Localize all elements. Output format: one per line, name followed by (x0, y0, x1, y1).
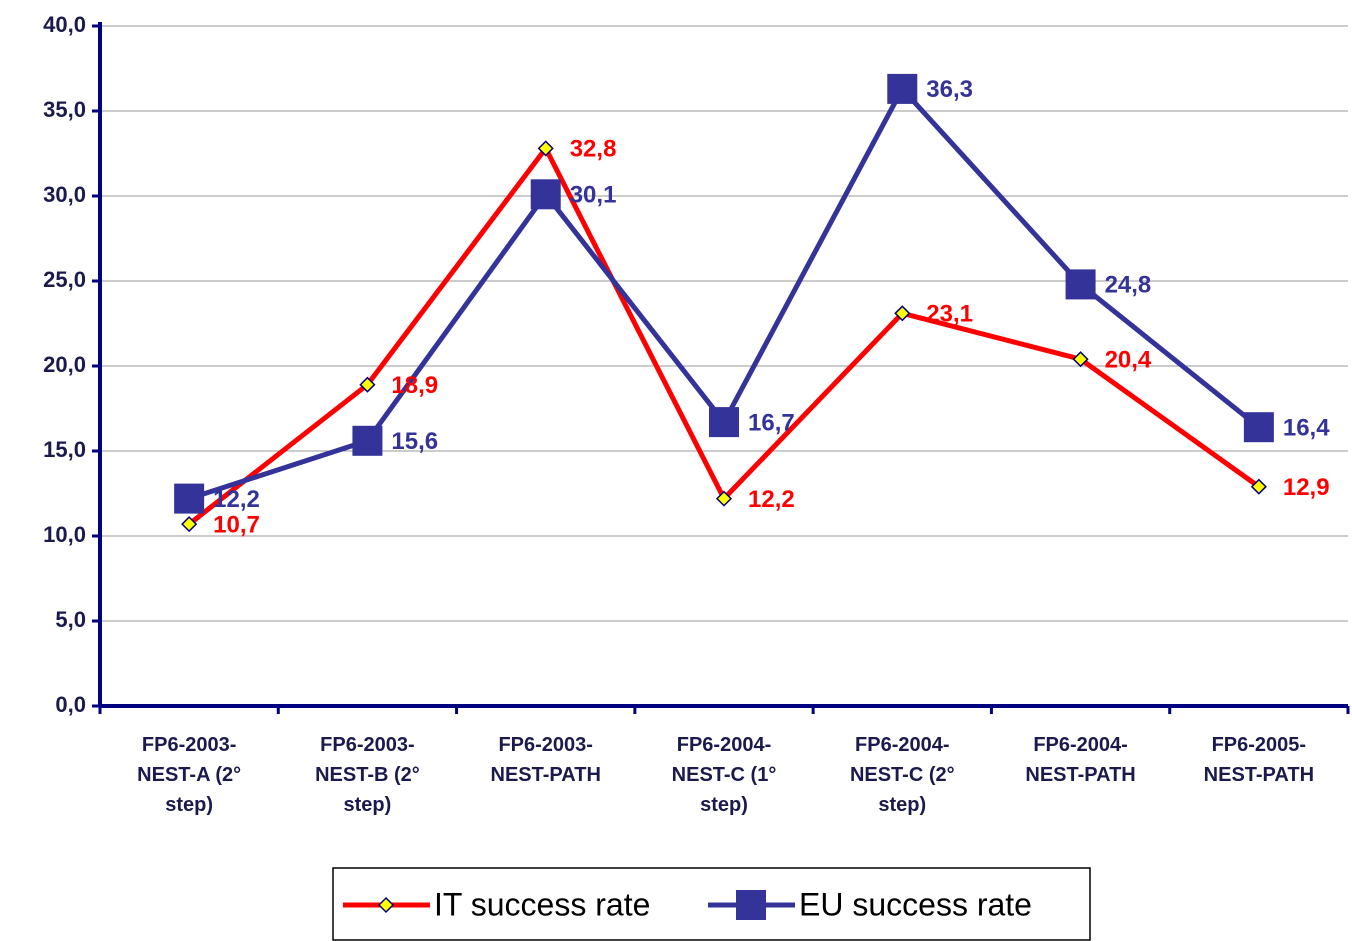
x-tick-label: FP6-2004- NEST-PATH (1025, 734, 1136, 786)
x-tick-label: FP6-2005- NEST-PATH (1203, 734, 1315, 786)
marker (887, 73, 918, 104)
legend-marker (736, 890, 766, 920)
x-tick-label: FP6-2004- NEST-C (2° step) (849, 734, 955, 816)
data-label: 12,2 (213, 486, 260, 513)
series-line (188, 86, 1261, 501)
data-label: 20,4 (1105, 347, 1152, 374)
data-label: 23,1 (926, 301, 973, 328)
marker (174, 483, 205, 514)
y-tick-label: 15,0 (43, 437, 86, 462)
series-line (187, 145, 1261, 527)
y-tick-label: 10,0 (43, 522, 86, 547)
y-tick-label: 35,0 (43, 97, 86, 122)
y-tick-label: 25,0 (43, 267, 86, 292)
y-tick-label: 0,0 (55, 692, 86, 717)
x-tick-label: FP6-2003- NEST-PATH (490, 734, 601, 786)
data-label: 30,1 (570, 182, 617, 209)
marker (537, 140, 554, 157)
y-tick-label: 20,0 (43, 352, 86, 377)
x-tick-label: FP6-2004- NEST-C (1° step) (671, 734, 777, 816)
data-label: 18,9 (391, 372, 438, 399)
data-label: 12,9 (1283, 474, 1330, 501)
data-label: 16,4 (1283, 415, 1330, 442)
data-label: 16,7 (748, 409, 795, 436)
marker (715, 490, 733, 507)
marker (1072, 351, 1089, 368)
y-tick-label: 30,0 (43, 182, 86, 207)
data-label: 36,3 (926, 76, 973, 103)
x-tick-label: FP6-2003- NEST-B (2° step) (315, 734, 420, 816)
y-tick-label: 5,0 (55, 607, 86, 632)
data-label: 32,8 (570, 136, 617, 163)
legend-label: IT success rate (434, 886, 650, 922)
marker (352, 425, 383, 456)
marker (1243, 412, 1274, 443)
marker (1250, 478, 1267, 495)
marker (1065, 269, 1096, 300)
data-label: 12,2 (748, 486, 795, 513)
x-tick-label: FP6-2003- NEST-A (2° step) (137, 734, 242, 816)
marker (530, 179, 561, 210)
marker (709, 407, 739, 438)
data-label: 10,7 (213, 511, 260, 538)
marker (181, 516, 198, 533)
data-label: 24,8 (1105, 272, 1152, 299)
marker (894, 305, 911, 322)
legend-marker (377, 896, 395, 914)
data-label: 15,6 (391, 428, 438, 455)
y-tick-label: 40,0 (43, 12, 86, 37)
legend-label: EU success rate (799, 886, 1032, 922)
marker (359, 376, 376, 393)
